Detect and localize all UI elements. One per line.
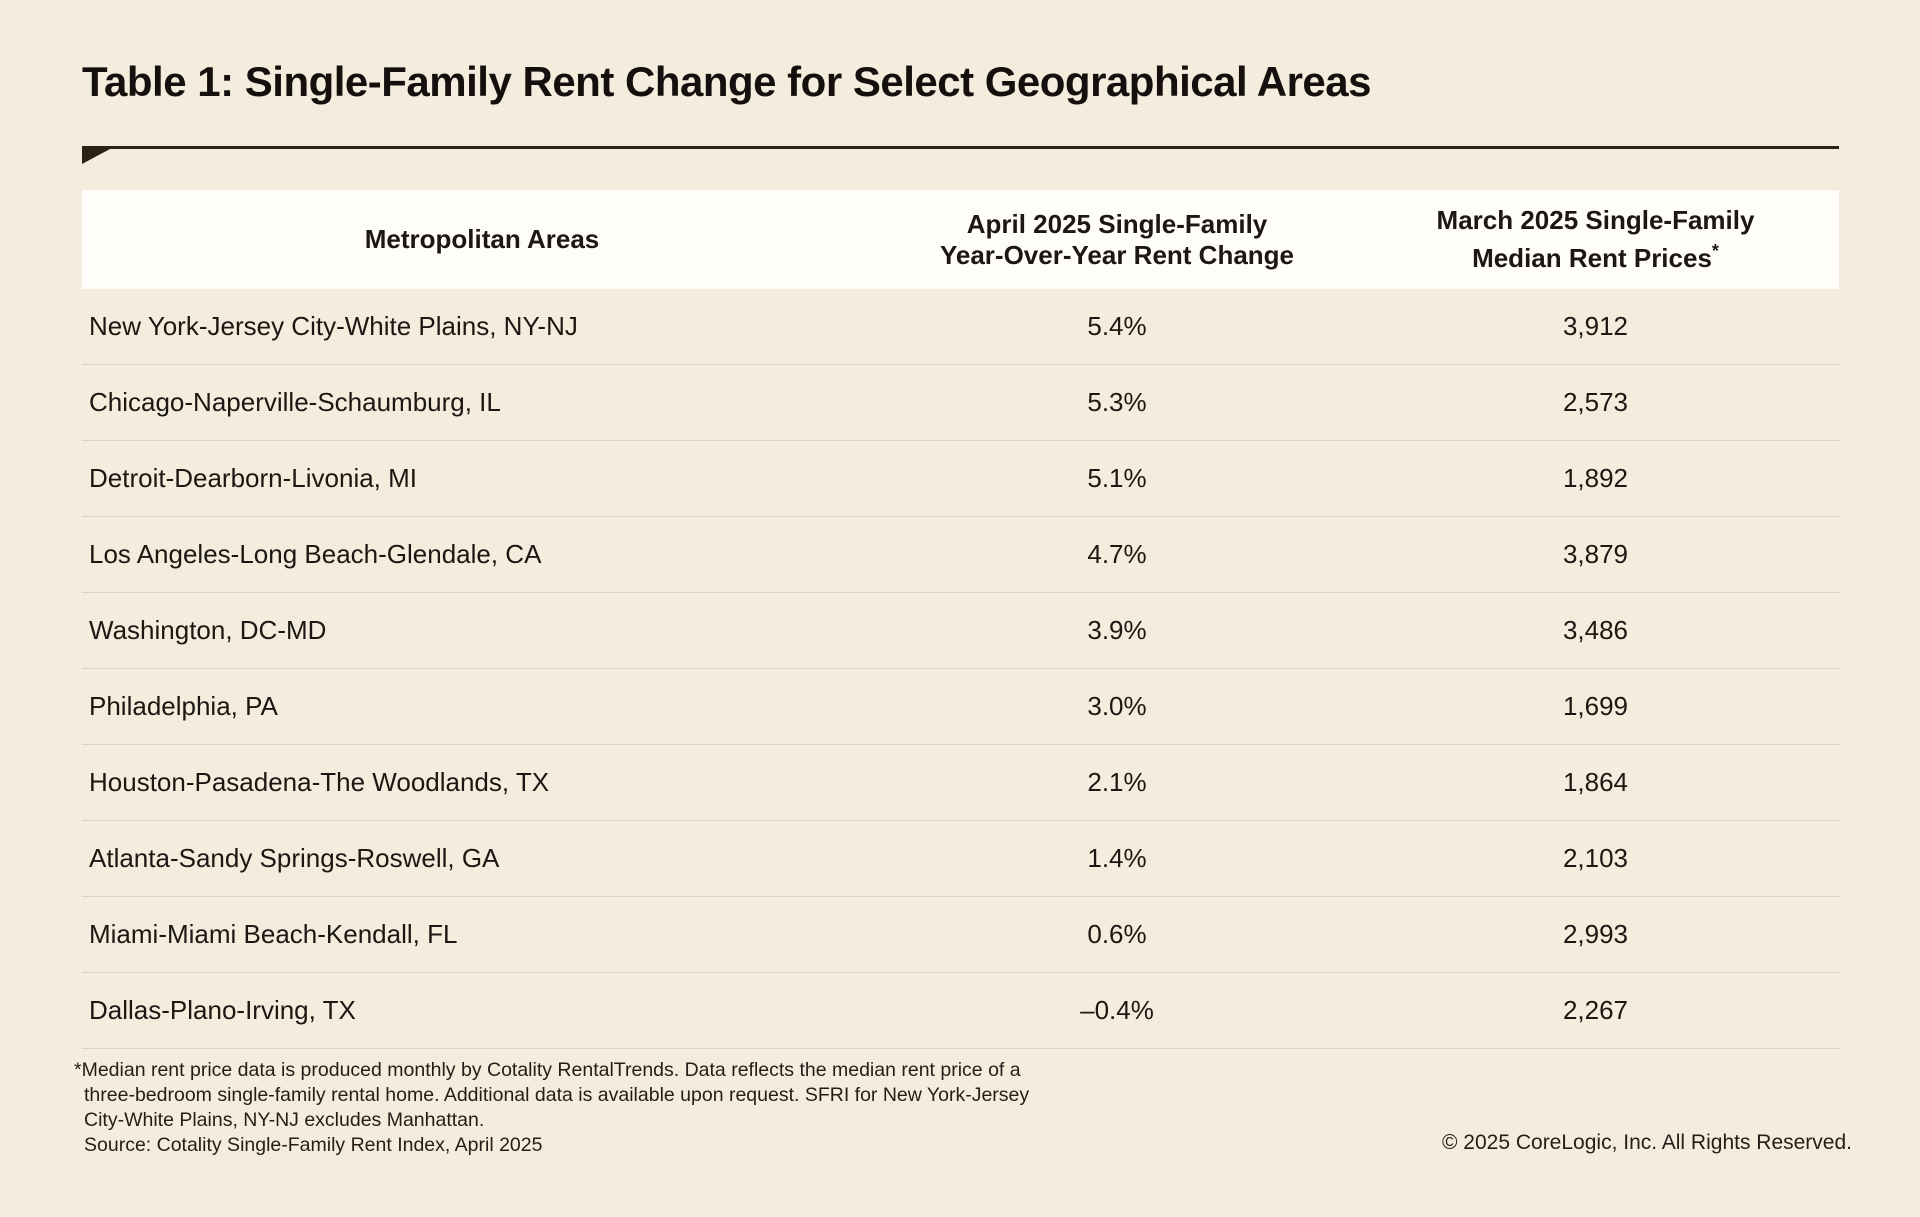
median-rent-cell: 2,267 <box>1562 995 1629 1025</box>
column-header-median-rent-line2: Median Rent Prices <box>1472 243 1712 273</box>
metro-cell: Detroit-Dearborn-Livonia, MI <box>89 463 418 493</box>
median-rent-cell: 2,103 <box>1562 843 1629 873</box>
column-header-median-rent: March 2025 Single-Family Median Rent Pri… <box>1352 205 1839 274</box>
rent-change-cell: –0.4% <box>1080 995 1154 1025</box>
table-row: Philadelphia, PA 3.0% 1,699 <box>82 669 1839 745</box>
table-row: Los Angeles-Long Beach-Glendale, CA 4.7%… <box>82 517 1839 593</box>
metro-cell: Dallas-Plano-Irving, TX <box>89 995 356 1025</box>
column-header-metro: Metropolitan Areas <box>364 224 600 254</box>
median-rent-cell: 2,993 <box>1562 919 1629 949</box>
footnote-line-3: City-White Plains, NY-NJ excludes Manhat… <box>84 1109 485 1131</box>
column-header-median-rent-line1: March 2025 Single-Family <box>1436 205 1755 235</box>
footnote-line-1: *Median rent price data is produced mont… <box>74 1058 1029 1083</box>
table-header-row: Metropolitan Areas April 2025 Single-Fam… <box>82 190 1839 289</box>
median-rent-cell: 3,879 <box>1562 539 1629 569</box>
median-rent-cell: 2,573 <box>1562 387 1629 417</box>
table-row: New York-Jersey City-White Plains, NY-NJ… <box>82 289 1839 365</box>
title-rule <box>82 146 1839 164</box>
rent-change-cell: 5.3% <box>1087 387 1147 417</box>
title-rule-flag-icon <box>82 149 110 164</box>
footnote: *Median rent price data is produced mont… <box>74 1058 1029 1158</box>
metro-cell: Houston-Pasadena-The Woodlands, TX <box>89 767 550 797</box>
table-row: Chicago-Naperville-Schaumburg, IL 5.3% 2… <box>82 365 1839 441</box>
metro-cell: Atlanta-Sandy Springs-Roswell, GA <box>89 843 500 873</box>
metro-cell: Philadelphia, PA <box>89 691 278 721</box>
metro-cell: New York-Jersey City-White Plains, NY-NJ <box>89 311 578 341</box>
footnote-line-2: three-bedroom single-family rental home.… <box>84 1084 1030 1106</box>
table-row: Washington, DC-MD 3.9% 3,486 <box>82 593 1839 669</box>
rent-change-cell: 1.4% <box>1087 843 1147 873</box>
median-rent-cell: 1,892 <box>1562 463 1629 493</box>
page-title: Table 1: Single-Family Rent Change for S… <box>82 58 1372 105</box>
table-row: Miami-Miami Beach-Kendall, FL 0.6% 2,993 <box>82 897 1839 973</box>
table-row: Houston-Pasadena-The Woodlands, TX 2.1% … <box>82 745 1839 821</box>
table-row: Dallas-Plano-Irving, TX –0.4% 2,267 <box>82 973 1839 1049</box>
footnote-line-1-text: Median rent price data is produced month… <box>81 1059 1021 1081</box>
median-rent-cell: 1,699 <box>1562 691 1629 721</box>
metro-cell: Washington, DC-MD <box>89 615 327 645</box>
rent-change-cell: 3.9% <box>1087 615 1147 645</box>
rent-change-cell: 5.1% <box>1087 463 1147 493</box>
column-header-rent-change-line2: Year-Over-Year Rent Change <box>939 239 1295 270</box>
median-rent-cell: 3,912 <box>1562 311 1629 341</box>
rent-change-cell: 4.7% <box>1087 539 1147 569</box>
footnote-asterisk-superscript: * <box>1711 241 1719 261</box>
metro-cell: Miami-Miami Beach-Kendall, FL <box>89 919 458 949</box>
footnote-marker: * <box>74 1059 82 1081</box>
column-header-rent-change: April 2025 Single-Family Year-Over-Year … <box>882 209 1352 271</box>
rent-change-cell: 0.6% <box>1087 919 1147 949</box>
column-header-rent-change-line1: April 2025 Single-Family <box>966 208 1268 239</box>
table-row: Atlanta-Sandy Springs-Roswell, GA 1.4% 2… <box>82 821 1839 897</box>
metro-cell: Chicago-Naperville-Schaumburg, IL <box>89 387 501 417</box>
rent-change-cell: 2.1% <box>1087 767 1147 797</box>
median-rent-cell: 3,486 <box>1562 615 1629 645</box>
rent-table: Metropolitan Areas April 2025 Single-Fam… <box>82 190 1839 1049</box>
rent-change-cell: 3.0% <box>1087 691 1147 721</box>
table-row: Detroit-Dearborn-Livonia, MI 5.1% 1,892 <box>82 441 1839 517</box>
median-rent-cell: 1,864 <box>1562 767 1629 797</box>
copyright-notice: © 2025 CoreLogic, Inc. All Rights Reserv… <box>1441 1131 1852 1154</box>
metro-cell: Los Angeles-Long Beach-Glendale, CA <box>89 539 542 569</box>
footnote-source: Source: Cotality Single-Family Rent Inde… <box>84 1134 543 1156</box>
rent-change-cell: 5.4% <box>1087 311 1147 341</box>
